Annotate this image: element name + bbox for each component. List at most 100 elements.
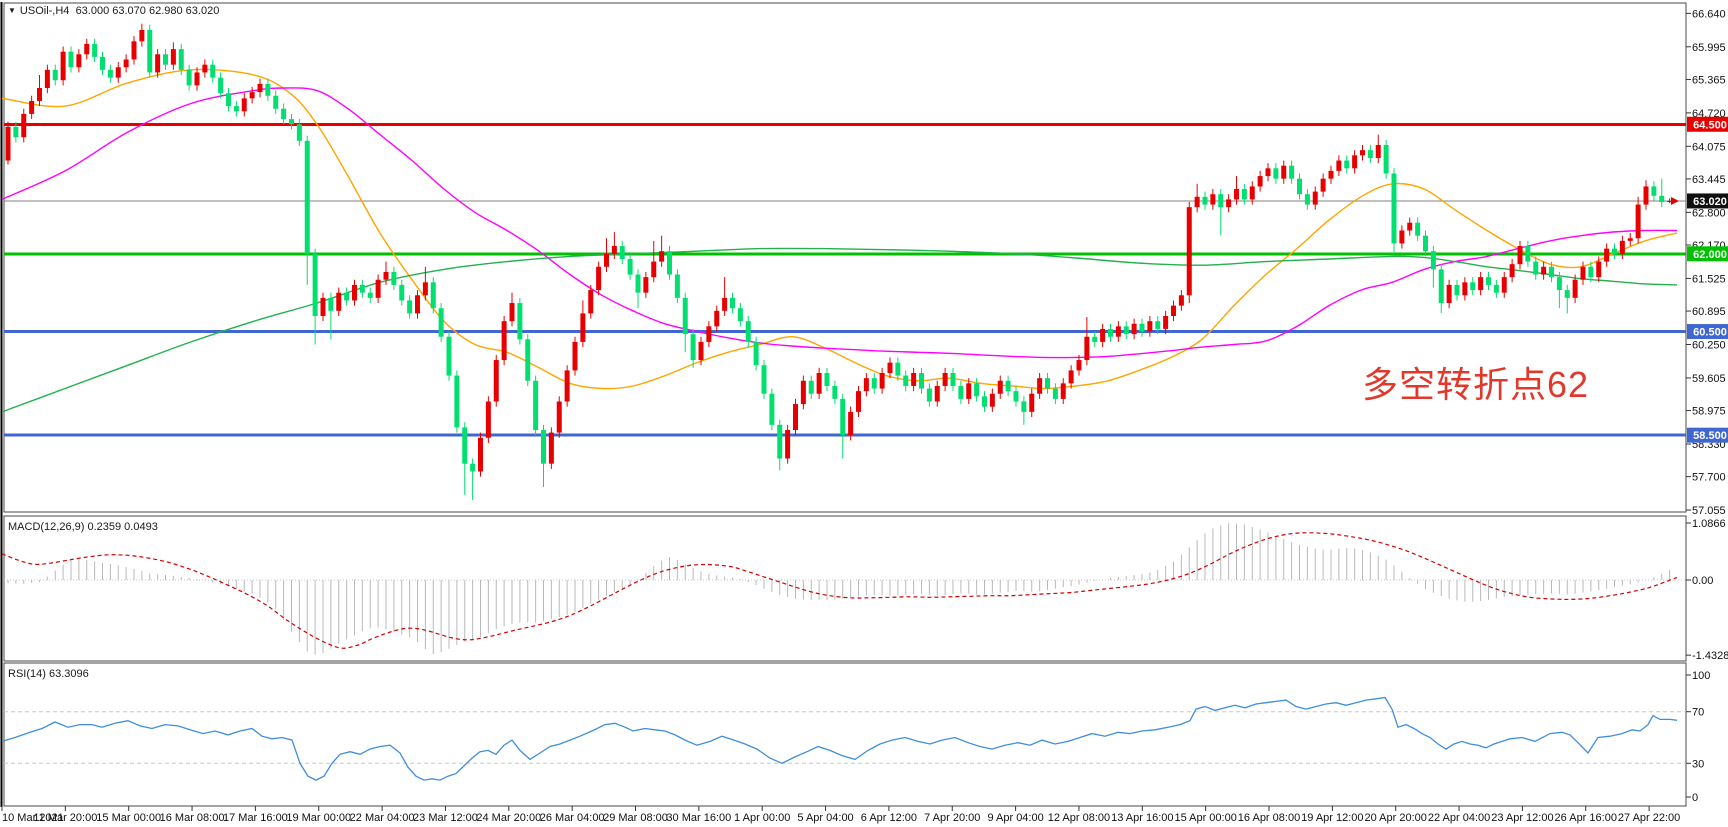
candle-body [1486, 277, 1491, 285]
candle-body [1572, 279, 1578, 298]
main-chart-plot-area[interactable] [3, 2, 1687, 513]
time-axis-label: 19 Apr 12:00 [1301, 812, 1363, 824]
candle-body [887, 362, 893, 373]
candle-body [1029, 393, 1035, 412]
candle-body [1470, 282, 1476, 291]
candle-body [1423, 235, 1428, 252]
candle-body [1234, 189, 1239, 200]
candle-body [68, 51, 74, 68]
candle-body [446, 336, 452, 376]
candle-body [777, 424, 783, 459]
macd-axis-label: 0.00 [1692, 575, 1713, 587]
candle-body [44, 69, 50, 88]
candle-body [1131, 323, 1137, 335]
candle-body [470, 463, 476, 472]
candle-body [5, 126, 11, 161]
rsi-axis-label: 100 [1692, 670, 1710, 682]
candle-body [1171, 305, 1176, 316]
candle-body [1320, 178, 1326, 192]
candle-body [485, 401, 491, 438]
candle-body [1525, 246, 1531, 262]
candle-body [1659, 195, 1665, 202]
y-axis-label: 58.975 [1692, 406, 1726, 418]
candle-body [903, 375, 909, 386]
candle-body [1218, 194, 1224, 208]
candle-body [832, 385, 838, 399]
candle-body [1533, 261, 1539, 275]
candle-body [336, 292, 342, 311]
candle-body [352, 284, 357, 301]
candle-body [1123, 326, 1129, 335]
candle-body [564, 370, 570, 402]
candle-body [107, 69, 113, 78]
candle-body [1037, 378, 1043, 394]
candle-body [989, 393, 995, 407]
candle-body [359, 284, 365, 293]
time-axis-label: 23 Mar 12:00 [413, 812, 478, 824]
y-axis-label: 65.995 [1692, 42, 1726, 54]
candle-body [1155, 321, 1161, 329]
candle-body [1297, 178, 1302, 195]
y-axis-label: 65.365 [1692, 74, 1726, 86]
candle-body [659, 251, 665, 262]
candle-body [328, 297, 334, 311]
candle-body [1564, 290, 1570, 298]
candle-body [1619, 240, 1625, 254]
symbol-label: USOil-,H4 [19, 5, 70, 17]
ma-magenta-line [1, 87, 1678, 359]
time-axis-label: 12 Apr 08:00 [1048, 812, 1110, 824]
candle-body [21, 113, 27, 138]
time-axis-label: 23 Apr 12:00 [1491, 812, 1553, 824]
candle-body [958, 385, 964, 399]
candle-body [430, 282, 436, 309]
rsi-plot-area[interactable] [3, 662, 1687, 807]
candle-body [210, 64, 216, 78]
candle-body [249, 92, 255, 99]
macd-plot-area[interactable] [3, 515, 1687, 662]
time-axis-label: 7 Apr 20:00 [924, 812, 980, 824]
candle-body [997, 380, 1003, 394]
candle-body [1257, 176, 1263, 187]
candle-body [934, 385, 940, 402]
ohlc-values: 63.000 63.070 62.980 63.020 [75, 5, 220, 17]
candle-body [415, 295, 420, 314]
candle-body [1438, 269, 1444, 304]
candle-body [407, 300, 413, 314]
price-tag-label: 63.020 [1693, 196, 1727, 208]
candle-body [391, 271, 397, 285]
candle-body [37, 87, 42, 101]
time-axis-label: 9 Apr 04:00 [987, 812, 1043, 824]
symbol-dropdown-icon[interactable]: ▼ [8, 6, 16, 15]
candle-body [1312, 191, 1318, 205]
candle-body [1549, 266, 1554, 278]
candle-body [1604, 248, 1610, 262]
candle-body [1139, 323, 1145, 332]
candle-body [840, 398, 846, 436]
price-tag-62.000 [1687, 246, 1728, 262]
time-axis-label: 30 Mar 16:00 [666, 812, 731, 824]
candle-body [1100, 328, 1106, 342]
candle-body [233, 106, 239, 112]
candle-body [1060, 383, 1066, 399]
candle-body [863, 378, 869, 392]
time-axis-label: 11 Mar 20:00 [33, 812, 97, 824]
candle-body [533, 380, 539, 430]
candle-body [1328, 170, 1334, 179]
candle-body [785, 429, 791, 459]
candle-body [879, 372, 885, 389]
candle-body [619, 246, 625, 259]
candle-body [1446, 284, 1452, 304]
candle-body [926, 388, 932, 402]
candle-body [698, 341, 704, 361]
candle-body [808, 380, 814, 394]
time-axis-label: 24 Mar 20:00 [476, 812, 541, 824]
time-axis-label: 1 Apr 00:00 [734, 812, 790, 824]
rsi-axis-label: 30 [1692, 758, 1704, 770]
candle-body [265, 83, 271, 96]
candle-body [454, 375, 460, 428]
candle-body [60, 51, 66, 81]
candle-body [1596, 261, 1602, 278]
time-axis-label: 15 Mar 00:00 [96, 812, 161, 824]
candle-body [1399, 230, 1405, 244]
